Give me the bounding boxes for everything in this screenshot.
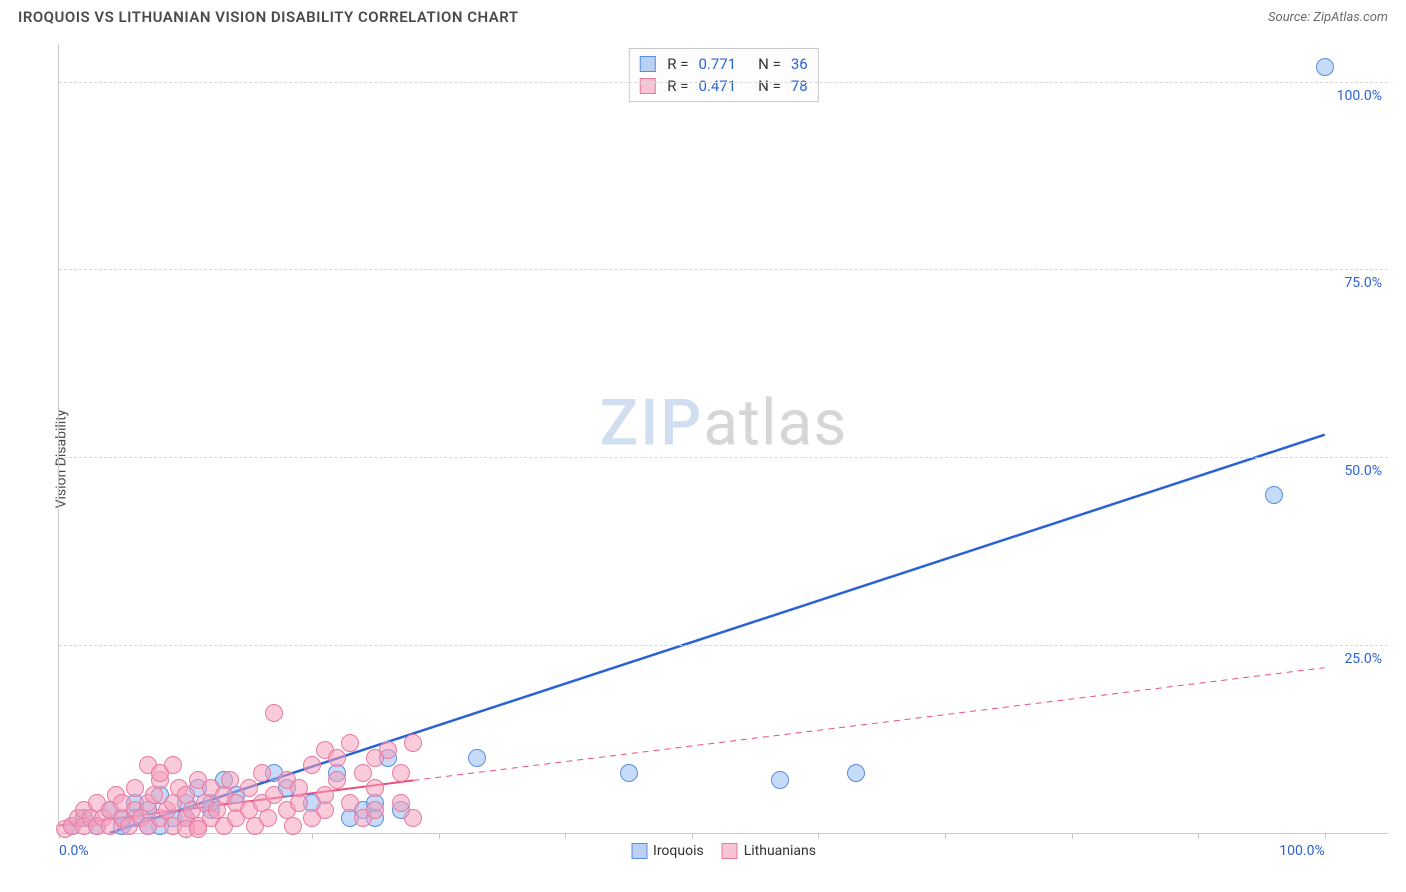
x-tick-label: 0.0% bbox=[59, 843, 89, 859]
y-tick-label: 50.0% bbox=[1344, 463, 1382, 479]
data-point bbox=[379, 741, 397, 759]
legend-stat-row: R = 0.771 N = 36 bbox=[639, 53, 807, 75]
data-point bbox=[1265, 486, 1283, 504]
legend-item: Iroquois bbox=[631, 843, 704, 859]
x-tick bbox=[565, 833, 566, 839]
data-point bbox=[265, 786, 283, 804]
n-label: N = bbox=[758, 77, 781, 95]
x-tick bbox=[818, 833, 819, 839]
data-point bbox=[316, 786, 334, 804]
data-point bbox=[259, 809, 277, 827]
n-label: N = bbox=[758, 55, 781, 73]
data-point bbox=[240, 779, 258, 797]
data-point bbox=[468, 749, 486, 767]
data-point bbox=[253, 764, 271, 782]
x-tick bbox=[1072, 833, 1073, 839]
data-point bbox=[328, 771, 346, 789]
legend-label: Lithuanians bbox=[744, 843, 816, 859]
legend-stat-row: R = 0.471 N = 78 bbox=[639, 75, 807, 97]
watermark: ZIPatlas bbox=[600, 385, 848, 460]
legend-swatch bbox=[639, 78, 655, 94]
data-point bbox=[284, 817, 302, 835]
legend-stats: R = 0.771 N = 36 R = 0.471 N = 78 bbox=[628, 48, 818, 102]
x-tick bbox=[1325, 833, 1326, 839]
data-point bbox=[1316, 58, 1334, 76]
legend-series: Iroquois Lithuanians bbox=[631, 843, 816, 859]
data-point bbox=[392, 764, 410, 782]
data-point bbox=[404, 734, 422, 752]
r-label: R = bbox=[667, 77, 688, 95]
gridline bbox=[59, 457, 1388, 458]
r-value: 0.771 bbox=[698, 55, 736, 73]
data-point bbox=[392, 794, 410, 812]
x-tick bbox=[439, 833, 440, 839]
data-point bbox=[164, 756, 182, 774]
x-tick bbox=[1198, 833, 1199, 839]
trend-lines bbox=[59, 44, 1388, 833]
data-point bbox=[620, 764, 638, 782]
data-point bbox=[847, 764, 865, 782]
data-point bbox=[771, 771, 789, 789]
legend-label: Iroquois bbox=[653, 843, 704, 859]
y-tick-label: 75.0% bbox=[1344, 275, 1382, 291]
legend-swatch bbox=[631, 843, 647, 859]
legend-item: Lithuanians bbox=[722, 843, 816, 859]
data-point bbox=[328, 749, 346, 767]
gridline bbox=[59, 82, 1388, 83]
n-value: 78 bbox=[791, 77, 808, 95]
x-tick bbox=[692, 833, 693, 839]
r-value: 0.471 bbox=[698, 77, 736, 95]
x-tick-label: 100.0% bbox=[1279, 843, 1324, 859]
plot-area: ZIPatlas R =0.771N =36R =0.471N =78 Iroq… bbox=[58, 44, 1388, 834]
watermark-zip: ZIP bbox=[600, 385, 704, 460]
y-tick-label: 25.0% bbox=[1344, 651, 1382, 667]
x-tick bbox=[945, 833, 946, 839]
gridline bbox=[59, 269, 1388, 270]
gridline bbox=[59, 645, 1388, 646]
chart-title: IROQUOIS VS LITHUANIAN VISION DISABILITY… bbox=[18, 8, 519, 26]
data-point bbox=[341, 794, 359, 812]
data-point bbox=[366, 801, 384, 819]
chart-container: Vision Disability ZIPatlas R =0.771N =36… bbox=[18, 44, 1388, 874]
data-point bbox=[189, 820, 207, 838]
data-point bbox=[290, 779, 308, 797]
data-point bbox=[404, 809, 422, 827]
data-point bbox=[265, 704, 283, 722]
x-tick bbox=[312, 833, 313, 839]
y-tick-label: 100.0% bbox=[1337, 88, 1382, 104]
data-point bbox=[341, 734, 359, 752]
data-point bbox=[354, 764, 372, 782]
legend-swatch bbox=[722, 843, 738, 859]
r-label: R = bbox=[667, 55, 688, 73]
legend-swatch bbox=[639, 56, 655, 72]
data-point bbox=[303, 756, 321, 774]
source-label: Source: ZipAtlas.com bbox=[1268, 10, 1388, 25]
data-point bbox=[126, 779, 144, 797]
data-point bbox=[221, 771, 239, 789]
data-point bbox=[366, 779, 384, 797]
n-value: 36 bbox=[791, 55, 808, 73]
watermark-atlas: atlas bbox=[703, 385, 847, 460]
